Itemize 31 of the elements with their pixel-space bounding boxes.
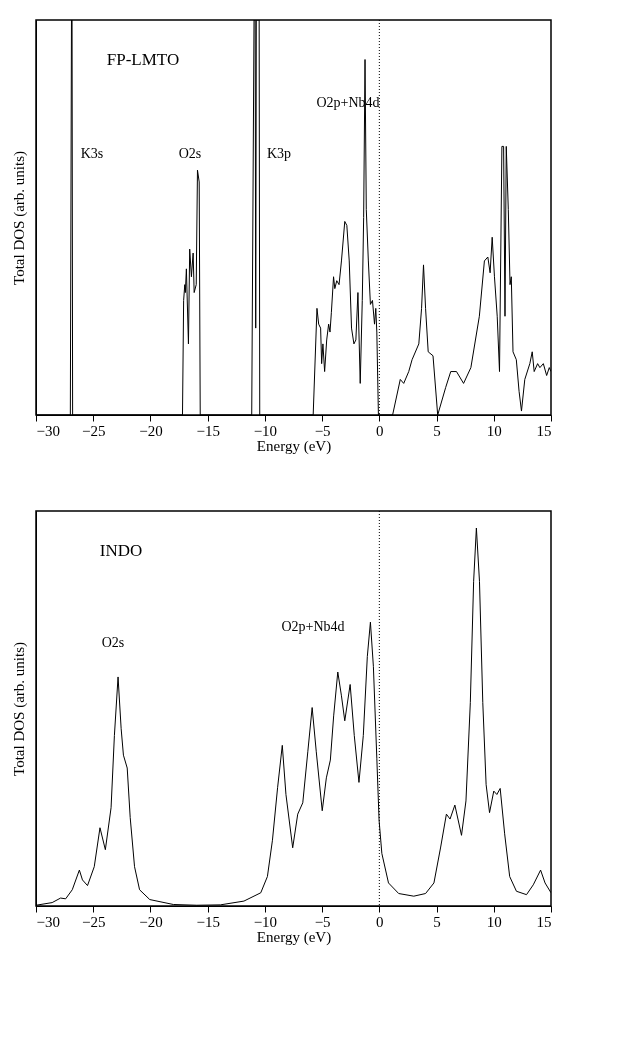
annotation: O2s xyxy=(178,146,202,161)
x-tick-label: −15 xyxy=(196,913,220,930)
annotation: K3p xyxy=(266,146,292,161)
x-tick-label: −15 xyxy=(196,422,220,439)
x-tick-label: −25 xyxy=(81,422,106,439)
x-tick-label: −20 xyxy=(139,913,163,930)
x-tick-label: 10 xyxy=(486,913,502,930)
x-tick-label: −10 xyxy=(253,913,278,930)
annotation: FP-LMTO xyxy=(106,50,180,69)
x-tick-label: −30 xyxy=(36,422,60,439)
y-axis-title: Total DOS (arb. units) xyxy=(10,642,28,776)
annotation: INDO xyxy=(99,541,143,560)
x-tick-label: 0 xyxy=(376,422,384,439)
x-tick-label: −5 xyxy=(314,913,331,930)
x-tick-label: −20 xyxy=(139,422,163,439)
x-axis-title: Energy (eV) xyxy=(256,437,332,455)
x-tick-label: 15 xyxy=(536,913,552,930)
annotation: O2s xyxy=(101,635,125,650)
y-axis-title: Total DOS (arb. units) xyxy=(10,151,28,285)
annotation: O2p+Nb4d xyxy=(281,619,345,634)
x-tick-label: −5 xyxy=(314,422,331,439)
x-tick-label: 10 xyxy=(486,422,502,439)
x-axis-title: Energy (eV) xyxy=(256,928,332,946)
annotation: K3s xyxy=(80,146,104,161)
x-tick-label: −10 xyxy=(253,422,278,439)
x-tick-label: −30 xyxy=(36,913,60,930)
x-tick-label: 5 xyxy=(433,913,441,930)
x-tick-label: −25 xyxy=(81,913,106,930)
x-tick-label: 5 xyxy=(433,422,441,439)
x-tick-label: 0 xyxy=(376,913,384,930)
x-tick-label: 15 xyxy=(536,422,552,439)
